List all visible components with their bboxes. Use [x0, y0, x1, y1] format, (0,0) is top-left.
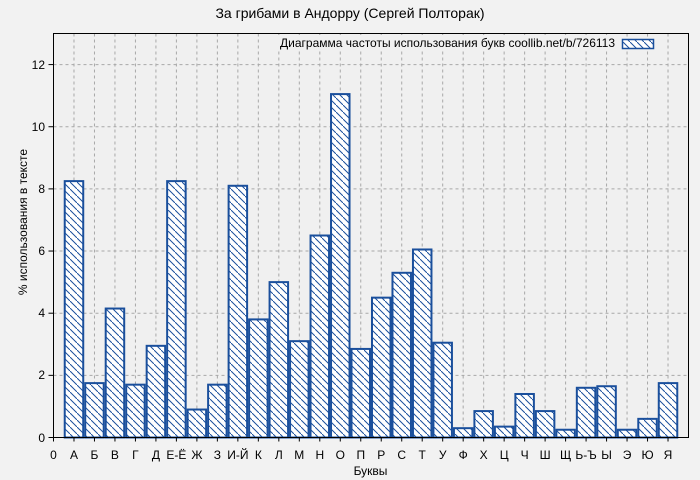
- bar-Л: [268, 281, 290, 439]
- x-tick-label: В: [110, 448, 119, 462]
- x-tick-label: И-Й: [227, 448, 249, 462]
- bar-Р: [370, 296, 392, 439]
- bar-Ж: [186, 408, 208, 439]
- x-tick-label: У: [438, 448, 447, 462]
- bar-Е-Ё: [166, 180, 187, 439]
- bar-Ц: [493, 425, 515, 439]
- x-tick-label: Р: [377, 448, 386, 462]
- bar-Ф: [452, 427, 474, 439]
- y-tick-label: 8: [38, 181, 45, 196]
- bar-Ш: [534, 410, 556, 439]
- bar-О: [330, 93, 351, 439]
- x-tick-label: Т: [418, 448, 426, 462]
- x-tick-label: Н: [315, 448, 325, 462]
- x-tick-label: Л: [274, 448, 283, 462]
- bar-Ч: [514, 392, 535, 439]
- bar-У: [432, 341, 453, 439]
- y-tick-label: 4: [38, 306, 45, 321]
- y-tick-label: 0: [38, 430, 45, 445]
- bar-Д: [145, 344, 167, 439]
- x-tick-label: Ц: [499, 448, 509, 462]
- x-tick-label: Е-Ё: [166, 448, 187, 462]
- x-tick-label: Ш: [539, 448, 551, 462]
- bar-Б: [84, 382, 105, 439]
- x-tick-label: 0: [50, 448, 57, 462]
- x-tick-label: Б: [90, 448, 99, 462]
- x-tick-label: Ж: [191, 448, 203, 462]
- bar-З: [207, 383, 228, 439]
- bar-Ю: [637, 417, 658, 439]
- legend-label: Диаграмма частоты использования букв coo…: [280, 36, 615, 50]
- bar-С: [391, 271, 412, 439]
- bar-К: [248, 318, 269, 439]
- bar-А: [63, 180, 85, 439]
- legend: Диаграмма частоты использования букв coo…: [277, 35, 618, 51]
- x-tick-label: Х: [479, 448, 488, 462]
- bar-Ь-Ъ: [575, 386, 597, 439]
- bar-Х: [473, 410, 494, 439]
- bar-П: [350, 347, 372, 439]
- x-tick-label: С: [397, 448, 407, 462]
- x-tick-label: Г: [132, 448, 139, 462]
- bar-Ы: [596, 385, 617, 439]
- x-tick-label: Ь-Ъ: [575, 448, 597, 462]
- x-tick-label: Э: [622, 448, 632, 462]
- plot-border: [53, 33, 689, 438]
- bar-В: [104, 307, 126, 439]
- x-tick-label: Щ: [559, 448, 572, 462]
- y-tick-label: 2: [38, 368, 45, 383]
- bar-Я: [657, 382, 679, 439]
- x-tick-label: Ч: [520, 448, 529, 462]
- bar-М: [289, 340, 310, 439]
- x-tick-label: Ф: [458, 448, 468, 462]
- x-tick-label: Ы: [601, 448, 612, 462]
- x-tick-label: Д: [151, 448, 160, 462]
- x-tick-label: К: [254, 448, 262, 462]
- y-tick-label: 12: [31, 57, 45, 72]
- x-tick-label: Я: [663, 448, 673, 462]
- legend-swatch-icon: [621, 38, 655, 50]
- bar-Г: [125, 383, 146, 439]
- x-tick-label: П: [356, 448, 366, 462]
- x-tick-label: З: [213, 448, 221, 462]
- x-axis-label: Буквы: [353, 464, 388, 478]
- bar-Э: [616, 428, 638, 439]
- x-tick-label: О: [335, 448, 345, 462]
- bar-Н: [309, 234, 331, 439]
- y-tick-label: 6: [38, 244, 45, 259]
- bar-Щ: [555, 428, 576, 439]
- x-tick-label: Ю: [641, 448, 654, 462]
- bar-И-Й: [227, 184, 249, 439]
- bar-Т: [411, 248, 433, 439]
- x-tick-label: М: [294, 448, 305, 462]
- x-tick-label: А: [69, 448, 78, 462]
- y-axis-label: % использования в тексте: [16, 148, 30, 296]
- chart-title: За грибами в Андорру (Сергей Полторак): [215, 5, 485, 21]
- y-tick-label: 10: [31, 119, 45, 134]
